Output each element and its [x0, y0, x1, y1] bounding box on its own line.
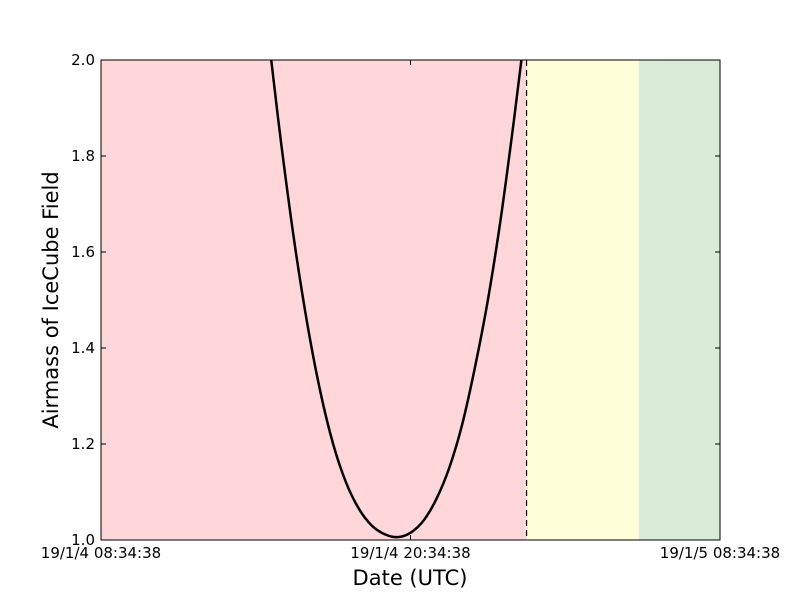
- y-axis-label: Airmass of IceCube Field: [39, 171, 63, 428]
- y-tick-label: 1.6: [71, 243, 95, 261]
- x-tick-label: 19/1/4 08:34:38: [41, 544, 161, 562]
- yellow-region: [526, 60, 639, 540]
- x-tick-label: 19/1/4 20:34:38: [350, 544, 470, 562]
- curve-layer: [269, 59, 523, 539]
- x-axis-label: Date (UTC): [353, 566, 468, 590]
- x-tick-label: 19/1/5 08:34:38: [660, 544, 780, 562]
- shaded-regions: [101, 60, 720, 540]
- green-region: [638, 60, 720, 540]
- y-tick-label: 1.8: [71, 147, 95, 165]
- red-region: [101, 60, 527, 540]
- y-tick-label: 1.0: [71, 531, 95, 549]
- y-tick-label: 2.0: [71, 51, 95, 69]
- ticks: 19/1/4 08:34:38 19/1/4 20:34:38 19/1/5 08:…: [41, 51, 780, 562]
- airmass-curve-0: [269, 59, 523, 539]
- plot-frame: [100, 59, 721, 541]
- y-tick-label: 1.4: [71, 339, 95, 357]
- y-tick-label: 1.2: [71, 435, 95, 453]
